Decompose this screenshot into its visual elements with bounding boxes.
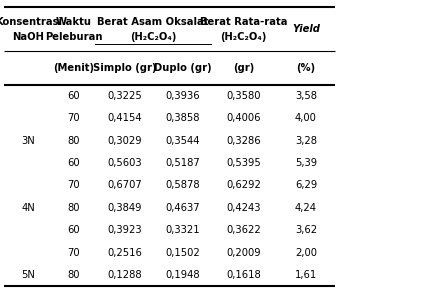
Text: Berat Rata-rata: Berat Rata-rata — [200, 17, 287, 27]
Text: Konsentrasi: Konsentrasi — [0, 17, 62, 27]
Text: 0,2516: 0,2516 — [107, 248, 142, 258]
Text: 4,24: 4,24 — [295, 203, 317, 213]
Text: 3N: 3N — [22, 136, 35, 146]
Text: 0,5603: 0,5603 — [107, 158, 142, 168]
Text: 6,29: 6,29 — [295, 180, 317, 190]
Text: 0,4637: 0,4637 — [165, 203, 200, 213]
Text: 0,4006: 0,4006 — [227, 113, 261, 123]
Text: 0,6707: 0,6707 — [107, 180, 142, 190]
Text: 0,6292: 0,6292 — [226, 180, 261, 190]
Text: 0,1618: 0,1618 — [226, 270, 261, 280]
Text: 2,00: 2,00 — [295, 248, 317, 258]
Text: 60: 60 — [68, 225, 80, 235]
Text: (Menit): (Menit) — [53, 63, 95, 73]
Text: (H₂C₂O₄): (H₂C₂O₄) — [221, 32, 267, 41]
Text: 0,4154: 0,4154 — [107, 113, 142, 123]
Text: Yield: Yield — [292, 24, 320, 34]
Text: (H₂C₂O₄): (H₂C₂O₄) — [130, 32, 176, 41]
Text: 0,3544: 0,3544 — [165, 136, 200, 146]
Text: 0,3849: 0,3849 — [107, 203, 142, 213]
Text: 60: 60 — [68, 158, 80, 168]
Text: 3,28: 3,28 — [295, 136, 317, 146]
Text: 0,5878: 0,5878 — [165, 180, 200, 190]
Text: 5N: 5N — [22, 270, 35, 280]
Text: Simplo (gr): Simplo (gr) — [93, 63, 156, 73]
Text: 0,3923: 0,3923 — [107, 225, 142, 235]
Text: 80: 80 — [68, 270, 80, 280]
Text: Duplo (gr): Duplo (gr) — [154, 63, 211, 73]
Text: 0,5395: 0,5395 — [226, 158, 261, 168]
Text: 0,4243: 0,4243 — [227, 203, 261, 213]
Text: 0,3321: 0,3321 — [165, 225, 200, 235]
Text: 1,61: 1,61 — [295, 270, 317, 280]
Text: 5,39: 5,39 — [295, 158, 317, 168]
Text: 70: 70 — [68, 248, 80, 258]
Text: Peleburan: Peleburan — [45, 32, 103, 41]
Text: 0,3858: 0,3858 — [165, 113, 200, 123]
Text: 0,3622: 0,3622 — [226, 225, 261, 235]
Text: 4N: 4N — [22, 203, 35, 213]
Text: (gr): (gr) — [233, 63, 254, 73]
Text: Waktu: Waktu — [56, 17, 92, 27]
Text: 60: 60 — [68, 91, 80, 101]
Text: 80: 80 — [68, 136, 80, 146]
Text: Berat Asam Oksalat: Berat Asam Oksalat — [97, 17, 209, 27]
Text: 3,62: 3,62 — [295, 225, 317, 235]
Text: 0,3029: 0,3029 — [107, 136, 142, 146]
Text: 70: 70 — [68, 113, 80, 123]
Text: 0,1502: 0,1502 — [165, 248, 200, 258]
Text: 4,00: 4,00 — [295, 113, 317, 123]
Text: 0,3936: 0,3936 — [165, 91, 200, 101]
Text: 0,1288: 0,1288 — [107, 270, 142, 280]
Text: 0,3580: 0,3580 — [227, 91, 261, 101]
Text: 0,1948: 0,1948 — [165, 270, 200, 280]
Text: (%): (%) — [296, 63, 316, 73]
Text: 0,2009: 0,2009 — [226, 248, 261, 258]
Text: 0,3286: 0,3286 — [226, 136, 261, 146]
Text: NaOH: NaOH — [13, 32, 44, 41]
Text: 3,58: 3,58 — [295, 91, 317, 101]
Text: 0,3225: 0,3225 — [107, 91, 142, 101]
Text: 70: 70 — [68, 180, 80, 190]
Text: 80: 80 — [68, 203, 80, 213]
Text: 0,5187: 0,5187 — [165, 158, 200, 168]
